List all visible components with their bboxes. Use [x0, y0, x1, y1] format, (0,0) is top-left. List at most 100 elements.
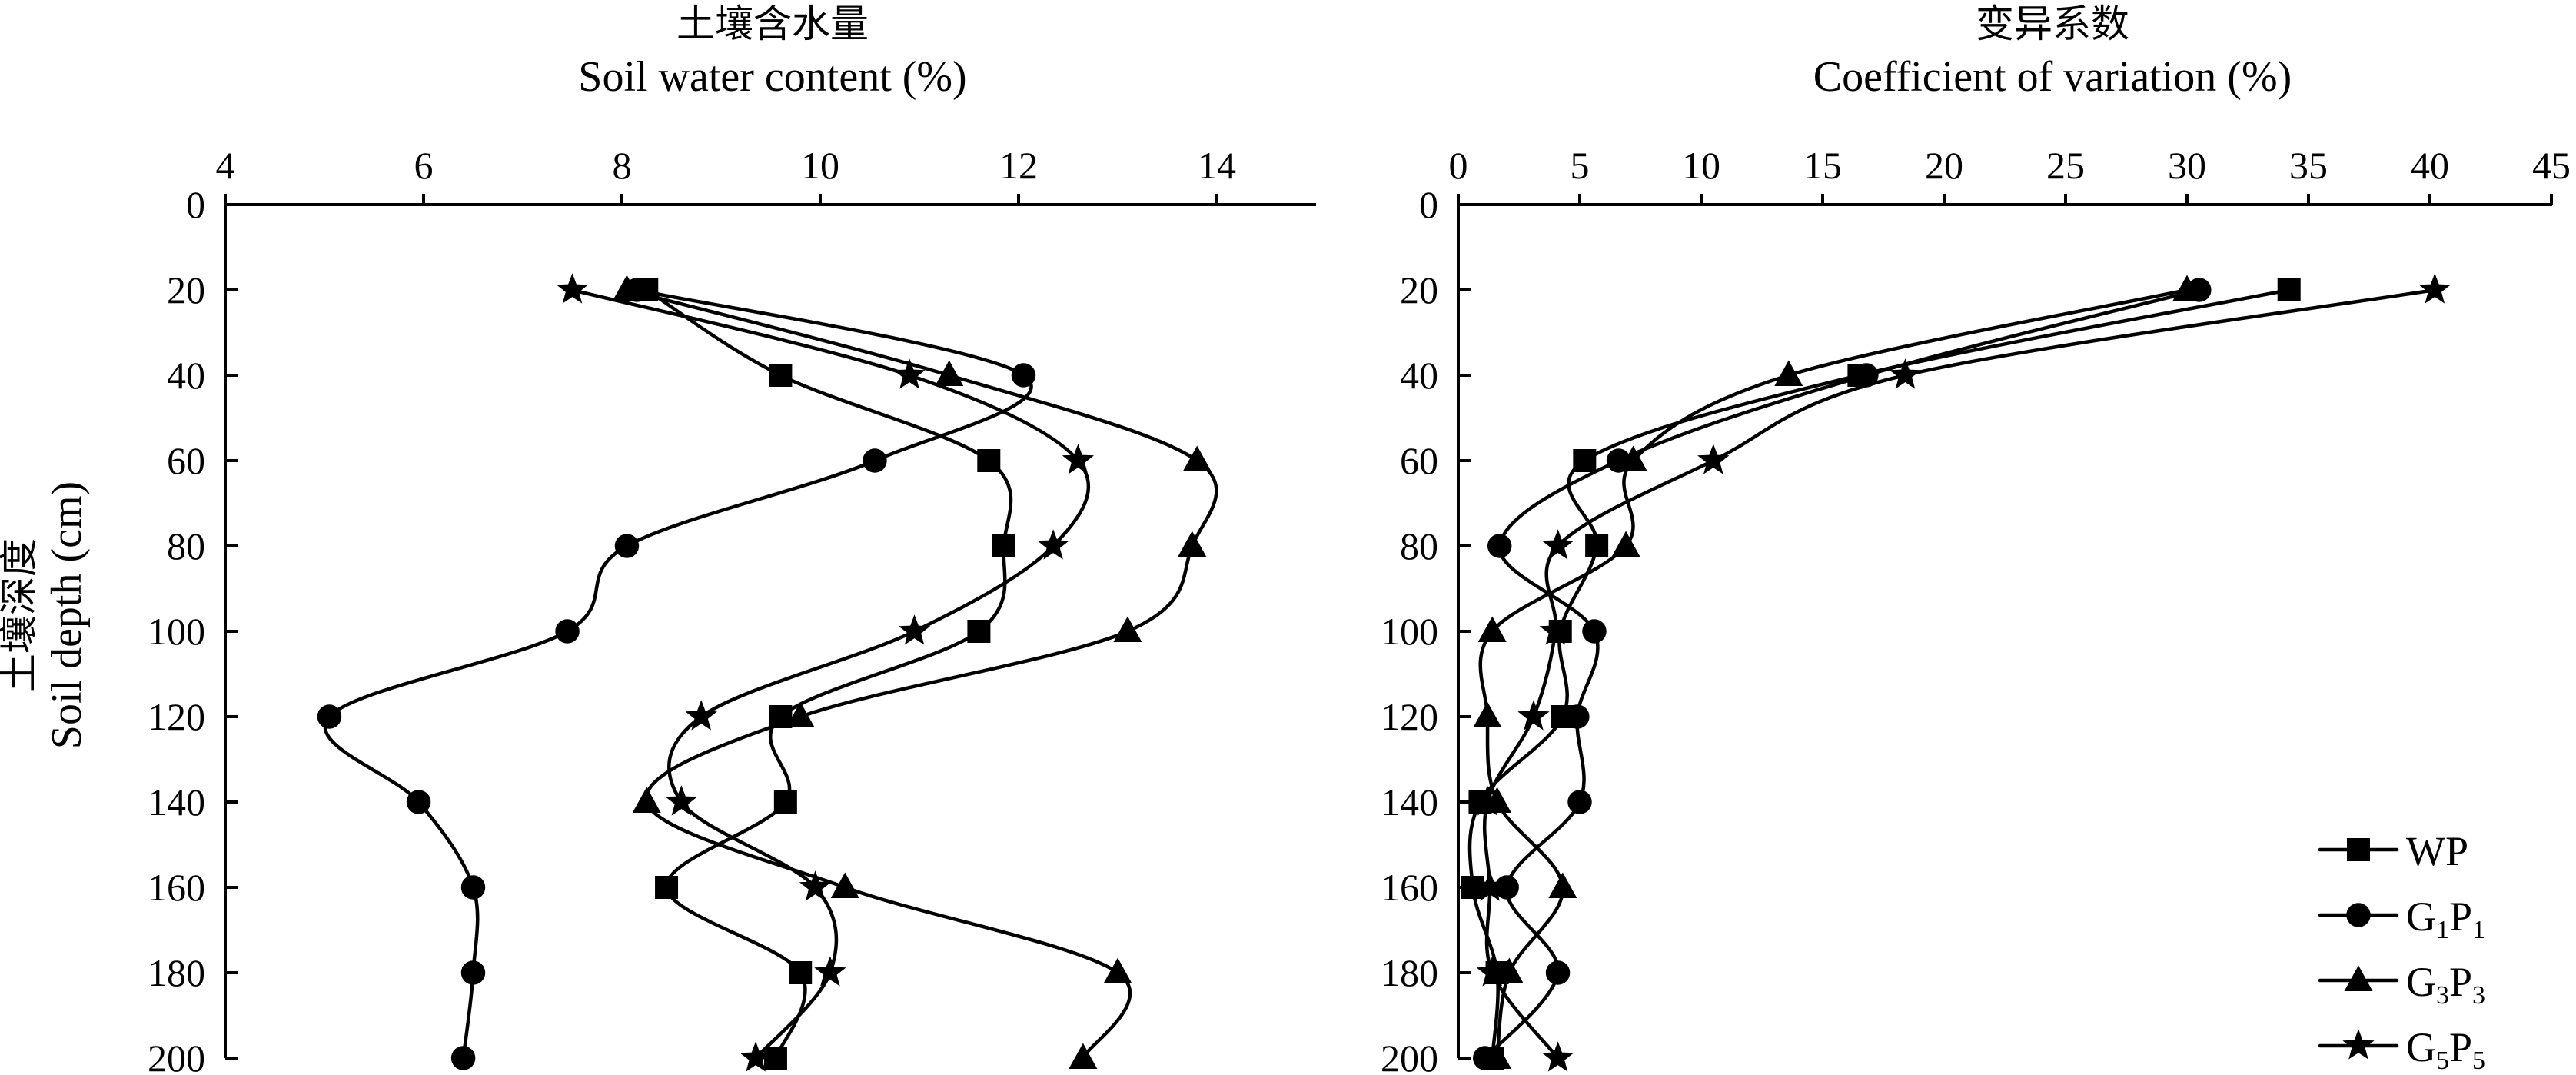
data-point-g1p1	[555, 619, 580, 644]
legend-item: G1P1	[2318, 894, 2485, 944]
x-tick-label: 6	[414, 144, 434, 187]
cv-chart: 变异系数 Coefficient of variation (%) 0 5 10 15…	[1381, 2, 2571, 1075]
data-point-g1p1	[614, 534, 640, 558]
y-tick-label: 180	[1381, 951, 1438, 994]
data-point-g1p1	[1545, 960, 1571, 985]
data-point-wp	[1585, 534, 1609, 557]
data-point-g1p1	[1011, 363, 1036, 388]
y-tick-label: 60	[1400, 439, 1438, 482]
data-point-g1p1	[317, 704, 342, 729]
x-tick-label: 25	[2046, 144, 2085, 187]
data-point-g5p5	[2418, 273, 2451, 304]
y-tick-label: 100	[148, 610, 205, 653]
y-tick-label: 80	[167, 524, 205, 567]
left-series	[317, 273, 1218, 1072]
series-line-wp	[645, 288, 1013, 1060]
data-point-g5p5	[814, 956, 846, 987]
data-point-g1p1	[460, 875, 486, 900]
chart-title-cn: 变异系数	[1976, 2, 2129, 46]
data-point-g5p5	[1541, 1041, 1574, 1072]
series-line-g1p1	[323, 288, 1033, 1060]
series-line-g5p5	[570, 288, 1091, 1060]
data-point-g1p1	[1487, 534, 1512, 558]
data-point-g3p3	[935, 360, 964, 387]
x-tick-label: 30	[2168, 144, 2206, 187]
legend-marker	[2342, 1029, 2375, 1060]
y-tick-label: 80	[1400, 524, 1438, 567]
x-tick-label: 20	[1925, 144, 1963, 187]
y-tick-label: 160	[1381, 866, 1438, 909]
data-point-wp	[773, 790, 797, 814]
y-axis-label: Soil depth (cm)	[43, 481, 91, 749]
y-tick-label: 120	[1381, 695, 1438, 738]
legend-marker	[2347, 838, 2370, 861]
data-point-wp	[789, 961, 813, 984]
data-point-g3p3	[632, 787, 661, 814]
y-tick-label: 100	[1381, 610, 1438, 653]
y-tick-label: 200	[1381, 1037, 1438, 1075]
data-point-g5p5	[1517, 700, 1550, 731]
x-tick-label: 35	[2289, 144, 2328, 187]
chart-title: Soil water content (%)	[578, 53, 966, 101]
data-point-g3p3	[612, 275, 641, 301]
data-point-g3p3	[1483, 1043, 1512, 1070]
x-tick-label: 12	[999, 144, 1038, 187]
data-point-g5p5	[1889, 358, 1922, 389]
legend-label: G1P1	[2406, 894, 2485, 944]
data-point-g1p1	[1854, 363, 1879, 388]
data-point-g3p3	[1182, 445, 1212, 472]
y-tick-label: 20	[167, 268, 205, 311]
legend-item: G5P5	[2318, 1024, 2485, 1075]
data-point-g5p5	[1697, 444, 1730, 474]
legend-item: WP	[2318, 828, 2468, 874]
legend-label: G3P3	[2406, 959, 2485, 1010]
data-point-wp	[977, 449, 1001, 472]
y-tick-label: 140	[148, 780, 205, 824]
y-axis-label-cn: 土壤深度	[0, 538, 42, 692]
data-point-g3p3	[1774, 360, 1803, 387]
data-point-g1p1	[1565, 704, 1590, 729]
y-tick-label: 40	[1400, 354, 1438, 397]
data-point-g3p3	[1618, 445, 1648, 472]
x-tick-label: 5	[1571, 144, 1590, 187]
data-point-g3p3	[1494, 957, 1524, 984]
data-point-g5p5	[556, 273, 589, 304]
data-point-g3p3	[2172, 275, 2202, 301]
y-tick-label: 140	[1381, 780, 1438, 824]
data-point-g3p3	[1113, 616, 1142, 643]
legend-item: G3P3	[2318, 959, 2485, 1010]
data-point-g5p5	[740, 1041, 772, 1072]
data-point-g5p5	[1474, 870, 1506, 901]
y-tick-label: 0	[186, 183, 205, 226]
data-point-g1p1	[460, 960, 486, 985]
data-point-g5p5	[665, 785, 698, 816]
series-line-g3p3	[1478, 288, 2189, 1060]
data-point-wp	[992, 534, 1015, 557]
data-point-g1p1	[863, 448, 887, 473]
x-tick-label: 10	[801, 144, 839, 187]
soil-water-chart: 土壤含水量 Soil water content (%) 土壤深度 Soil d…	[0, 2, 1316, 1075]
data-point-wp	[2277, 278, 2301, 301]
y-tick-label: 40	[167, 354, 205, 397]
data-point-g5p5	[1541, 529, 1574, 560]
data-point-g3p3	[1103, 957, 1132, 984]
legend: WP G1P1 G3P3 G5P5	[2318, 828, 2485, 1075]
data-point-g5p5	[1037, 529, 1069, 560]
data-point-g1p1	[1494, 875, 1519, 900]
x-tick-label: 4	[216, 144, 235, 187]
data-point-wp	[655, 876, 679, 899]
data-point-g1p1	[1567, 790, 1592, 814]
x-tick-label: 0	[1449, 144, 1468, 187]
data-point-g5p5	[1471, 785, 1504, 816]
y-tick-label: 120	[148, 695, 205, 738]
data-point-g5p5	[799, 870, 832, 901]
y-tick-label: 20	[1400, 268, 1438, 311]
data-point-g5p5	[1539, 614, 1572, 645]
x-tick-label: 45	[2532, 144, 2571, 187]
x-tick-label: 10	[1682, 144, 1720, 187]
data-point-g3p3	[1477, 616, 1507, 643]
legend-marker	[2346, 903, 2371, 927]
data-point-g5p5	[898, 614, 931, 645]
